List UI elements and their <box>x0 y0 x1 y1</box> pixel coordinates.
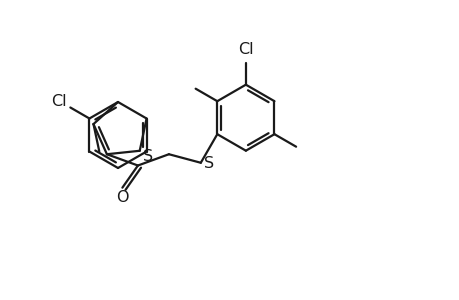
Text: S: S <box>142 149 152 164</box>
Text: O: O <box>116 190 129 205</box>
Text: Cl: Cl <box>238 42 253 57</box>
Text: S: S <box>204 156 214 171</box>
Text: Cl: Cl <box>51 94 67 109</box>
